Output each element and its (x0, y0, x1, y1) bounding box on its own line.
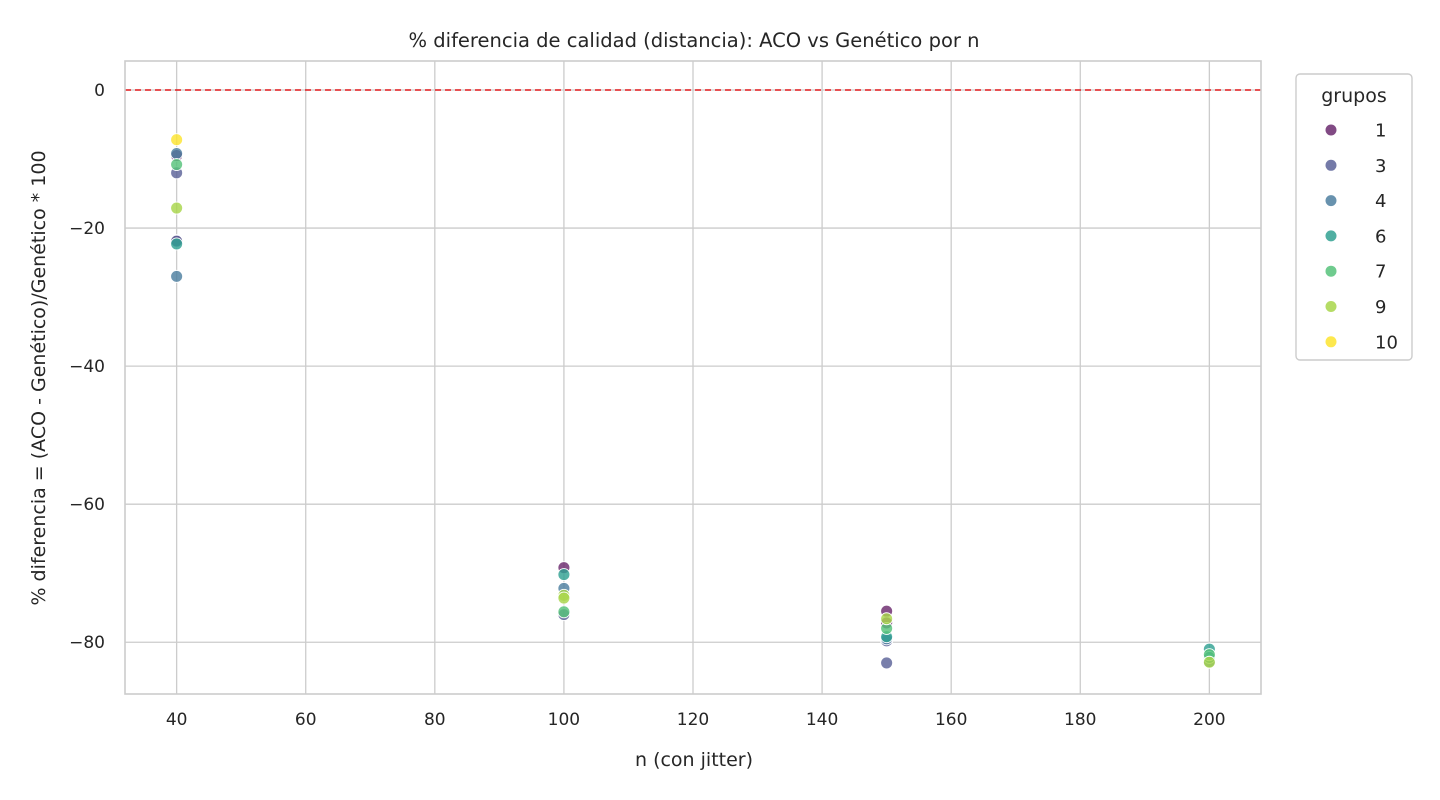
data-point-group-9 (880, 612, 894, 626)
x-tick-label: 100 (548, 710, 580, 730)
y-tick-label: −40 (69, 357, 105, 377)
x-tick-label: 180 (1064, 710, 1096, 730)
x-tick-label: 120 (677, 710, 709, 730)
legend-marker-9 (1325, 301, 1337, 312)
y-tick-label: −80 (69, 633, 105, 653)
legend-label-9: 9 (1375, 297, 1386, 318)
data-point-group-3 (880, 656, 894, 670)
x-tick-label: 140 (806, 710, 838, 730)
x-tick-label: 80 (424, 710, 446, 730)
data-point-group-6 (170, 237, 184, 251)
data-point-group-10 (170, 133, 184, 147)
legend-label-3: 3 (1375, 156, 1386, 177)
legend-label-10: 10 (1375, 332, 1398, 353)
data-point-group-9 (170, 201, 184, 215)
legend-marker-4 (1325, 195, 1337, 207)
legend: grupos 1 3 4 6 7 9 10 (1295, 73, 1413, 361)
legend-marker-7 (1325, 265, 1337, 277)
legend-items: 1 3 4 6 7 9 10 (1325, 121, 1398, 353)
y-tick-label: −60 (69, 495, 105, 515)
y-tick-label: −20 (69, 219, 105, 239)
data-points (170, 133, 1216, 670)
data-point-group-6 (557, 568, 571, 582)
legend-marker-6 (1325, 230, 1337, 242)
legend-marker-1 (1325, 124, 1337, 136)
legend-label-4: 4 (1375, 191, 1386, 212)
chart-title: % diferencia de calidad (distancia): ACO… (409, 29, 980, 52)
x-tick-label: 40 (166, 710, 188, 730)
x-axis-label: n (con jitter) (635, 749, 753, 771)
y-tick-labels: 0 −20 −40 −60 −80 (69, 81, 105, 653)
data-point-group-4 (170, 147, 184, 160)
x-tick-labels: 40 60 80 100 120 140 160 180 200 (166, 710, 1226, 730)
data-point-group-7 (557, 605, 571, 619)
legend-label-7: 7 (1375, 262, 1386, 283)
data-point-group-4 (170, 269, 184, 283)
x-tick-label: 200 (1193, 710, 1225, 730)
grid (125, 61, 1261, 694)
y-tick-label: 0 (94, 81, 105, 101)
data-point-group-7 (170, 158, 184, 171)
legend-title: grupos (1321, 85, 1387, 107)
data-point-group-9 (557, 591, 571, 605)
legend-label-1: 1 (1375, 121, 1386, 142)
legend-label-6: 6 (1375, 226, 1386, 247)
plot-frame (124, 60, 1262, 695)
x-tick-label: 160 (935, 710, 967, 730)
data-point-group-9 (1202, 655, 1216, 669)
legend-marker-10 (1325, 336, 1337, 348)
y-axis-label: % diferencia = (ACO - Genético)/Genético… (28, 150, 50, 605)
x-tick-label: 60 (295, 710, 317, 730)
legend-box (1295, 73, 1413, 361)
legend-marker-3 (1325, 159, 1337, 171)
